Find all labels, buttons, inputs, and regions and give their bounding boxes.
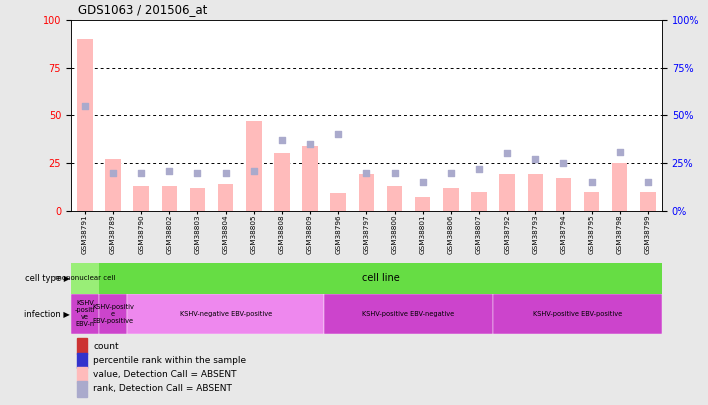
Text: infection ▶: infection ▶ [24,309,70,318]
Text: mononuclear cell: mononuclear cell [55,275,115,281]
Text: KSHV-positive EBV-positive: KSHV-positive EBV-positive [533,311,622,317]
Point [501,150,513,157]
Bar [472,192,486,211]
Bar [640,192,656,211]
Point [220,169,232,176]
Point [164,167,175,174]
Text: rank, Detection Call = ABSENT: rank, Detection Call = ABSENT [93,384,232,393]
Bar [161,186,177,211]
Point [360,169,372,176]
Bar [499,175,515,211]
Bar [493,294,662,334]
Bar [415,197,430,211]
Point [276,137,287,143]
Text: value, Detection Call = ABSENT: value, Detection Call = ABSENT [93,370,236,379]
Point [333,131,344,138]
Bar [359,175,374,211]
Bar [246,121,261,211]
Point [642,179,653,185]
Point [417,179,428,185]
Point [304,141,316,147]
Point [445,169,457,176]
Bar [71,294,99,334]
Bar [76,339,87,354]
Text: cell type ▶: cell type ▶ [25,274,70,283]
Text: KSHV
-positi
ve
EBV-n: KSHV -positi ve EBV-n [74,301,95,327]
Point [614,148,625,155]
Bar [76,367,87,383]
Bar [218,184,234,211]
Bar [133,186,149,211]
Bar [77,39,93,211]
Text: cell line: cell line [362,273,399,283]
Bar [387,186,402,211]
Point [135,169,147,176]
Text: KSHV-positive EBV-negative: KSHV-positive EBV-negative [362,311,455,317]
Bar [302,146,318,211]
Point [192,169,203,176]
Text: percentile rank within the sample: percentile rank within the sample [93,356,246,365]
Text: KSHV-positiv
e
EBV-positive: KSHV-positiv e EBV-positive [92,304,134,324]
Bar [105,159,121,211]
Bar [99,294,127,334]
Bar [443,188,459,211]
Bar [127,294,324,334]
Bar [331,194,346,211]
Text: GDS1063 / 201506_at: GDS1063 / 201506_at [78,3,207,16]
Bar [190,188,205,211]
Point [248,167,259,174]
Bar [527,175,543,211]
Point [389,169,400,176]
Bar [71,263,99,294]
Point [108,169,119,176]
Point [586,179,598,185]
Point [79,103,91,109]
Bar [76,381,87,397]
Point [474,166,485,172]
Bar [324,294,493,334]
Text: KSHV-negative EBV-positive: KSHV-negative EBV-positive [180,311,272,317]
Bar [76,353,87,369]
Point [530,156,541,162]
Bar [612,163,627,211]
Bar [556,178,571,211]
Point [558,160,569,166]
Bar [274,153,290,211]
Text: count: count [93,342,119,351]
Bar [584,192,600,211]
